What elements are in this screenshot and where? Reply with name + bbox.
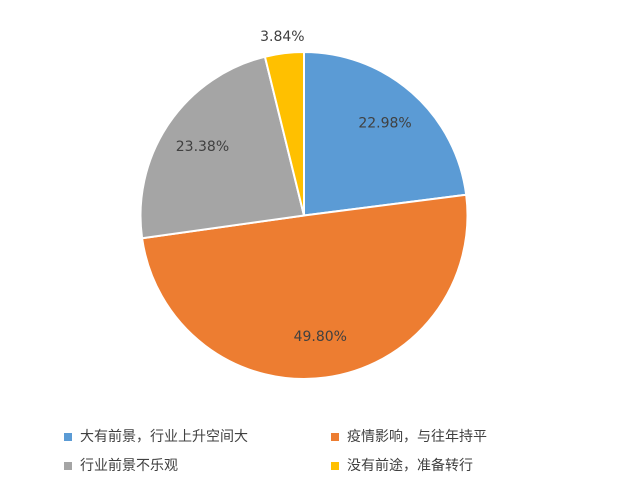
legend-swatch <box>64 433 72 441</box>
legend-swatch <box>331 433 339 441</box>
data-label: 23.38% <box>176 139 229 155</box>
legend-label: 行业前景不乐观 <box>80 457 178 474</box>
legend-label: 疫情影响，与往年持平 <box>347 429 487 445</box>
legend-label: 大有前景，行业上升空间大 <box>80 428 248 445</box>
pie-slice <box>303 50 468 217</box>
pie-slice <box>263 50 305 216</box>
data-label: 49.80% <box>294 329 347 345</box>
pie-slice <box>140 193 469 380</box>
legend-label: 没有前途，准备转行 <box>347 457 473 474</box>
data-label: 3.84% <box>260 29 304 45</box>
legend-swatch <box>64 462 72 470</box>
pie-slice <box>139 55 306 240</box>
data-label: 22.98% <box>358 115 411 131</box>
legend-swatch <box>331 462 339 470</box>
